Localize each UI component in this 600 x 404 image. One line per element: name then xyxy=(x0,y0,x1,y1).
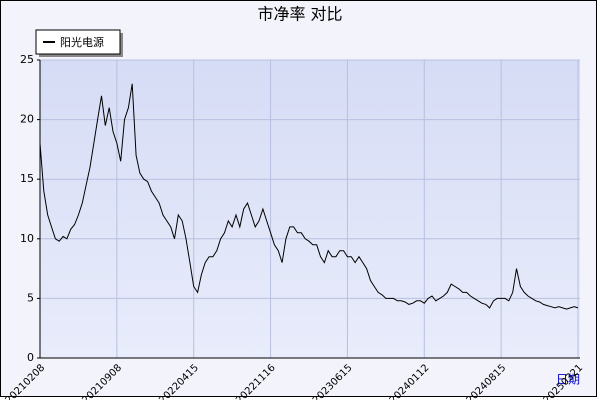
y-tick-label: 5 xyxy=(27,291,34,304)
chart-title: 市净率 对比 xyxy=(257,5,342,24)
y-tick-label: 20 xyxy=(20,113,34,126)
y-tick-label: 15 xyxy=(20,172,34,185)
legend-box xyxy=(35,29,121,55)
y-tick-label: 0 xyxy=(27,351,34,364)
x-axis-title: 日期 xyxy=(556,373,580,387)
plot-area xyxy=(40,60,580,358)
series-line xyxy=(39,83,579,310)
legend-label: 阳光电源 xyxy=(60,35,104,49)
y-tick-label: 10 xyxy=(20,232,34,245)
y-tick-label: 25 xyxy=(20,53,34,66)
